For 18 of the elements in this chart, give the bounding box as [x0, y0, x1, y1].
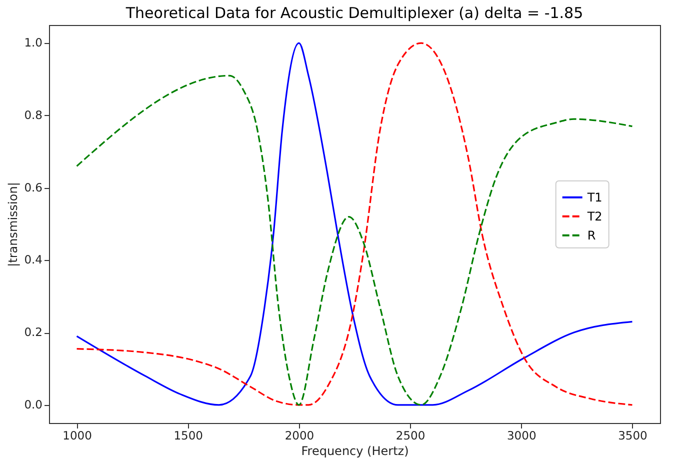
legend-label: T1 [586, 190, 602, 204]
x-axis-title: Frequency (Hertz) [301, 444, 409, 458]
x-tick-label: 1000 [62, 428, 92, 442]
y-tick-label: 0.8 [24, 108, 42, 122]
x-tick-label: 3000 [506, 428, 536, 442]
x-tick-label: 2500 [396, 428, 426, 442]
y-tick-label: 0.0 [24, 397, 42, 412]
x-tick-label: 2000 [284, 428, 314, 442]
x-tick-label: 3500 [618, 428, 648, 442]
y-tick-label: 0.2 [24, 325, 42, 340]
chart-title: Theoretical Data for Acoustic Demultiplexer (a) delta = -1.85 [124, 4, 584, 22]
legend-label: R [587, 228, 596, 242]
y-tick-label: 1.0 [24, 36, 42, 50]
x-tick-label: 1500 [174, 428, 204, 442]
y-axis-title: |transmission| [6, 182, 20, 267]
legend-label: T2 [586, 209, 602, 224]
y-tick-label: 0.6 [24, 180, 42, 194]
y-tick-label: 0.4 [24, 252, 42, 267]
